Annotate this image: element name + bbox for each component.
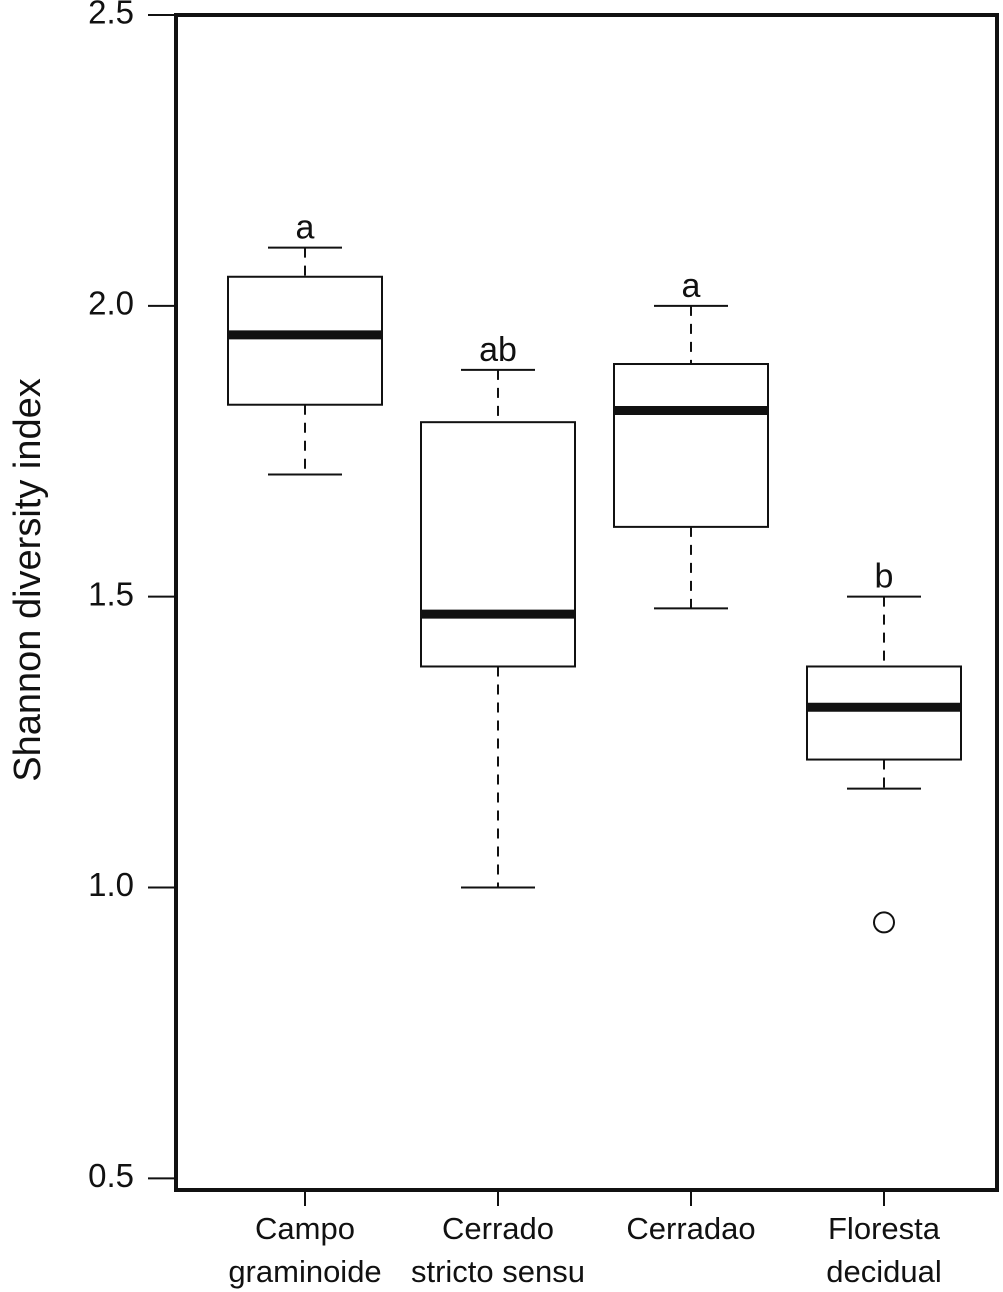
plot-frame <box>174 13 999 1192</box>
y-tick-label: 2.0 <box>88 285 134 322</box>
x-tick-label: Cerrado <box>442 1211 554 1246</box>
annotation: ab <box>479 331 517 369</box>
annotation: b <box>875 558 894 596</box>
x-tick-label: Floresta <box>828 1211 941 1246</box>
y-tick-label: 1.0 <box>88 866 134 903</box>
annotation: a <box>296 209 315 247</box>
y-axis-label: Shannon diversity index <box>7 378 49 781</box>
y-tick-label: 1.5 <box>88 575 134 612</box>
outlier <box>873 911 895 934</box>
box <box>613 363 769 528</box>
x-tick-label: Cerradao <box>626 1211 755 1246</box>
y-tick-label: 0.5 <box>88 1157 134 1194</box>
x-tick-label: decidual <box>826 1254 941 1289</box>
annotation: a <box>682 267 701 305</box>
x-tick-label: Campo <box>255 1211 355 1246</box>
box <box>806 665 962 761</box>
x-tick-label: stricto sensu <box>411 1254 585 1289</box>
box <box>227 275 383 406</box>
x-tick-label: graminoide <box>228 1254 381 1289</box>
box <box>420 421 576 668</box>
y-tick-label: 2.5 <box>88 0 134 31</box>
